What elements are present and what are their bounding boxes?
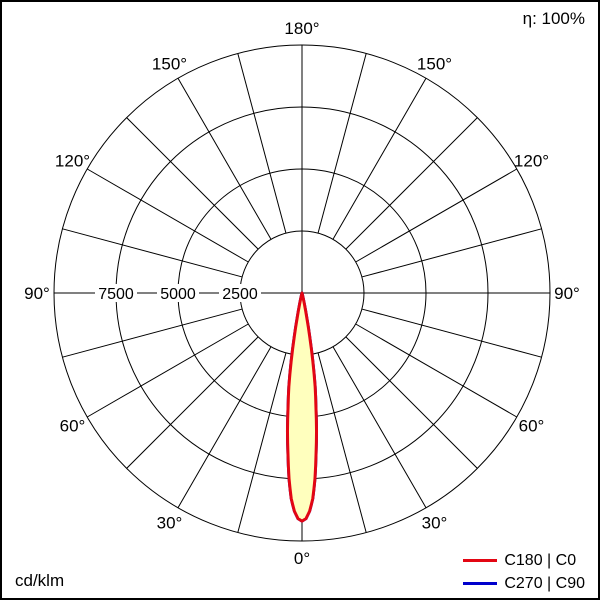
legend-label-c0: C180 | C0 (504, 552, 577, 569)
angle-label: 120° (55, 152, 90, 171)
legend-item-c90: C270 | C90 (463, 574, 585, 593)
c90-c270-line-swatch (463, 582, 498, 585)
legend: C180 | C0 C270 | C90 (463, 551, 585, 593)
angle-labels: 0° 30° 30° 60° 60° 90° 90° 120° 120° 150° 150° 180° (24, 19, 580, 568)
angle-label: 150° (417, 55, 452, 74)
angle-label: 150° (152, 55, 187, 74)
angle-label: 120° (514, 152, 549, 171)
legend-label-c90: C270 | C90 (504, 575, 585, 592)
light-output-ratio-label: η: 100% (522, 9, 585, 28)
intensity-curve-c180c0 (285, 291, 319, 523)
angle-label: 60° (519, 417, 545, 436)
legend-item-c0: C180 | C0 (463, 551, 585, 570)
radial-scale-labels: 7500 5000 2500 (95, 284, 261, 303)
unit-label: cd/klm (15, 571, 65, 590)
ring-value-label: 5000 (160, 286, 196, 303)
angle-label: 30° (157, 513, 183, 532)
angle-label: 60° (60, 417, 86, 436)
ring-value-label: 7500 (98, 286, 134, 303)
angle-label: 90° (24, 284, 50, 303)
angle-label: 180° (284, 19, 319, 38)
angle-label: 30° (422, 513, 448, 532)
ring-value-label: 2500 (222, 286, 258, 303)
c0-c180-line-swatch (463, 559, 498, 562)
angle-label: 90° (554, 284, 580, 303)
angle-label: 0° (294, 549, 310, 568)
